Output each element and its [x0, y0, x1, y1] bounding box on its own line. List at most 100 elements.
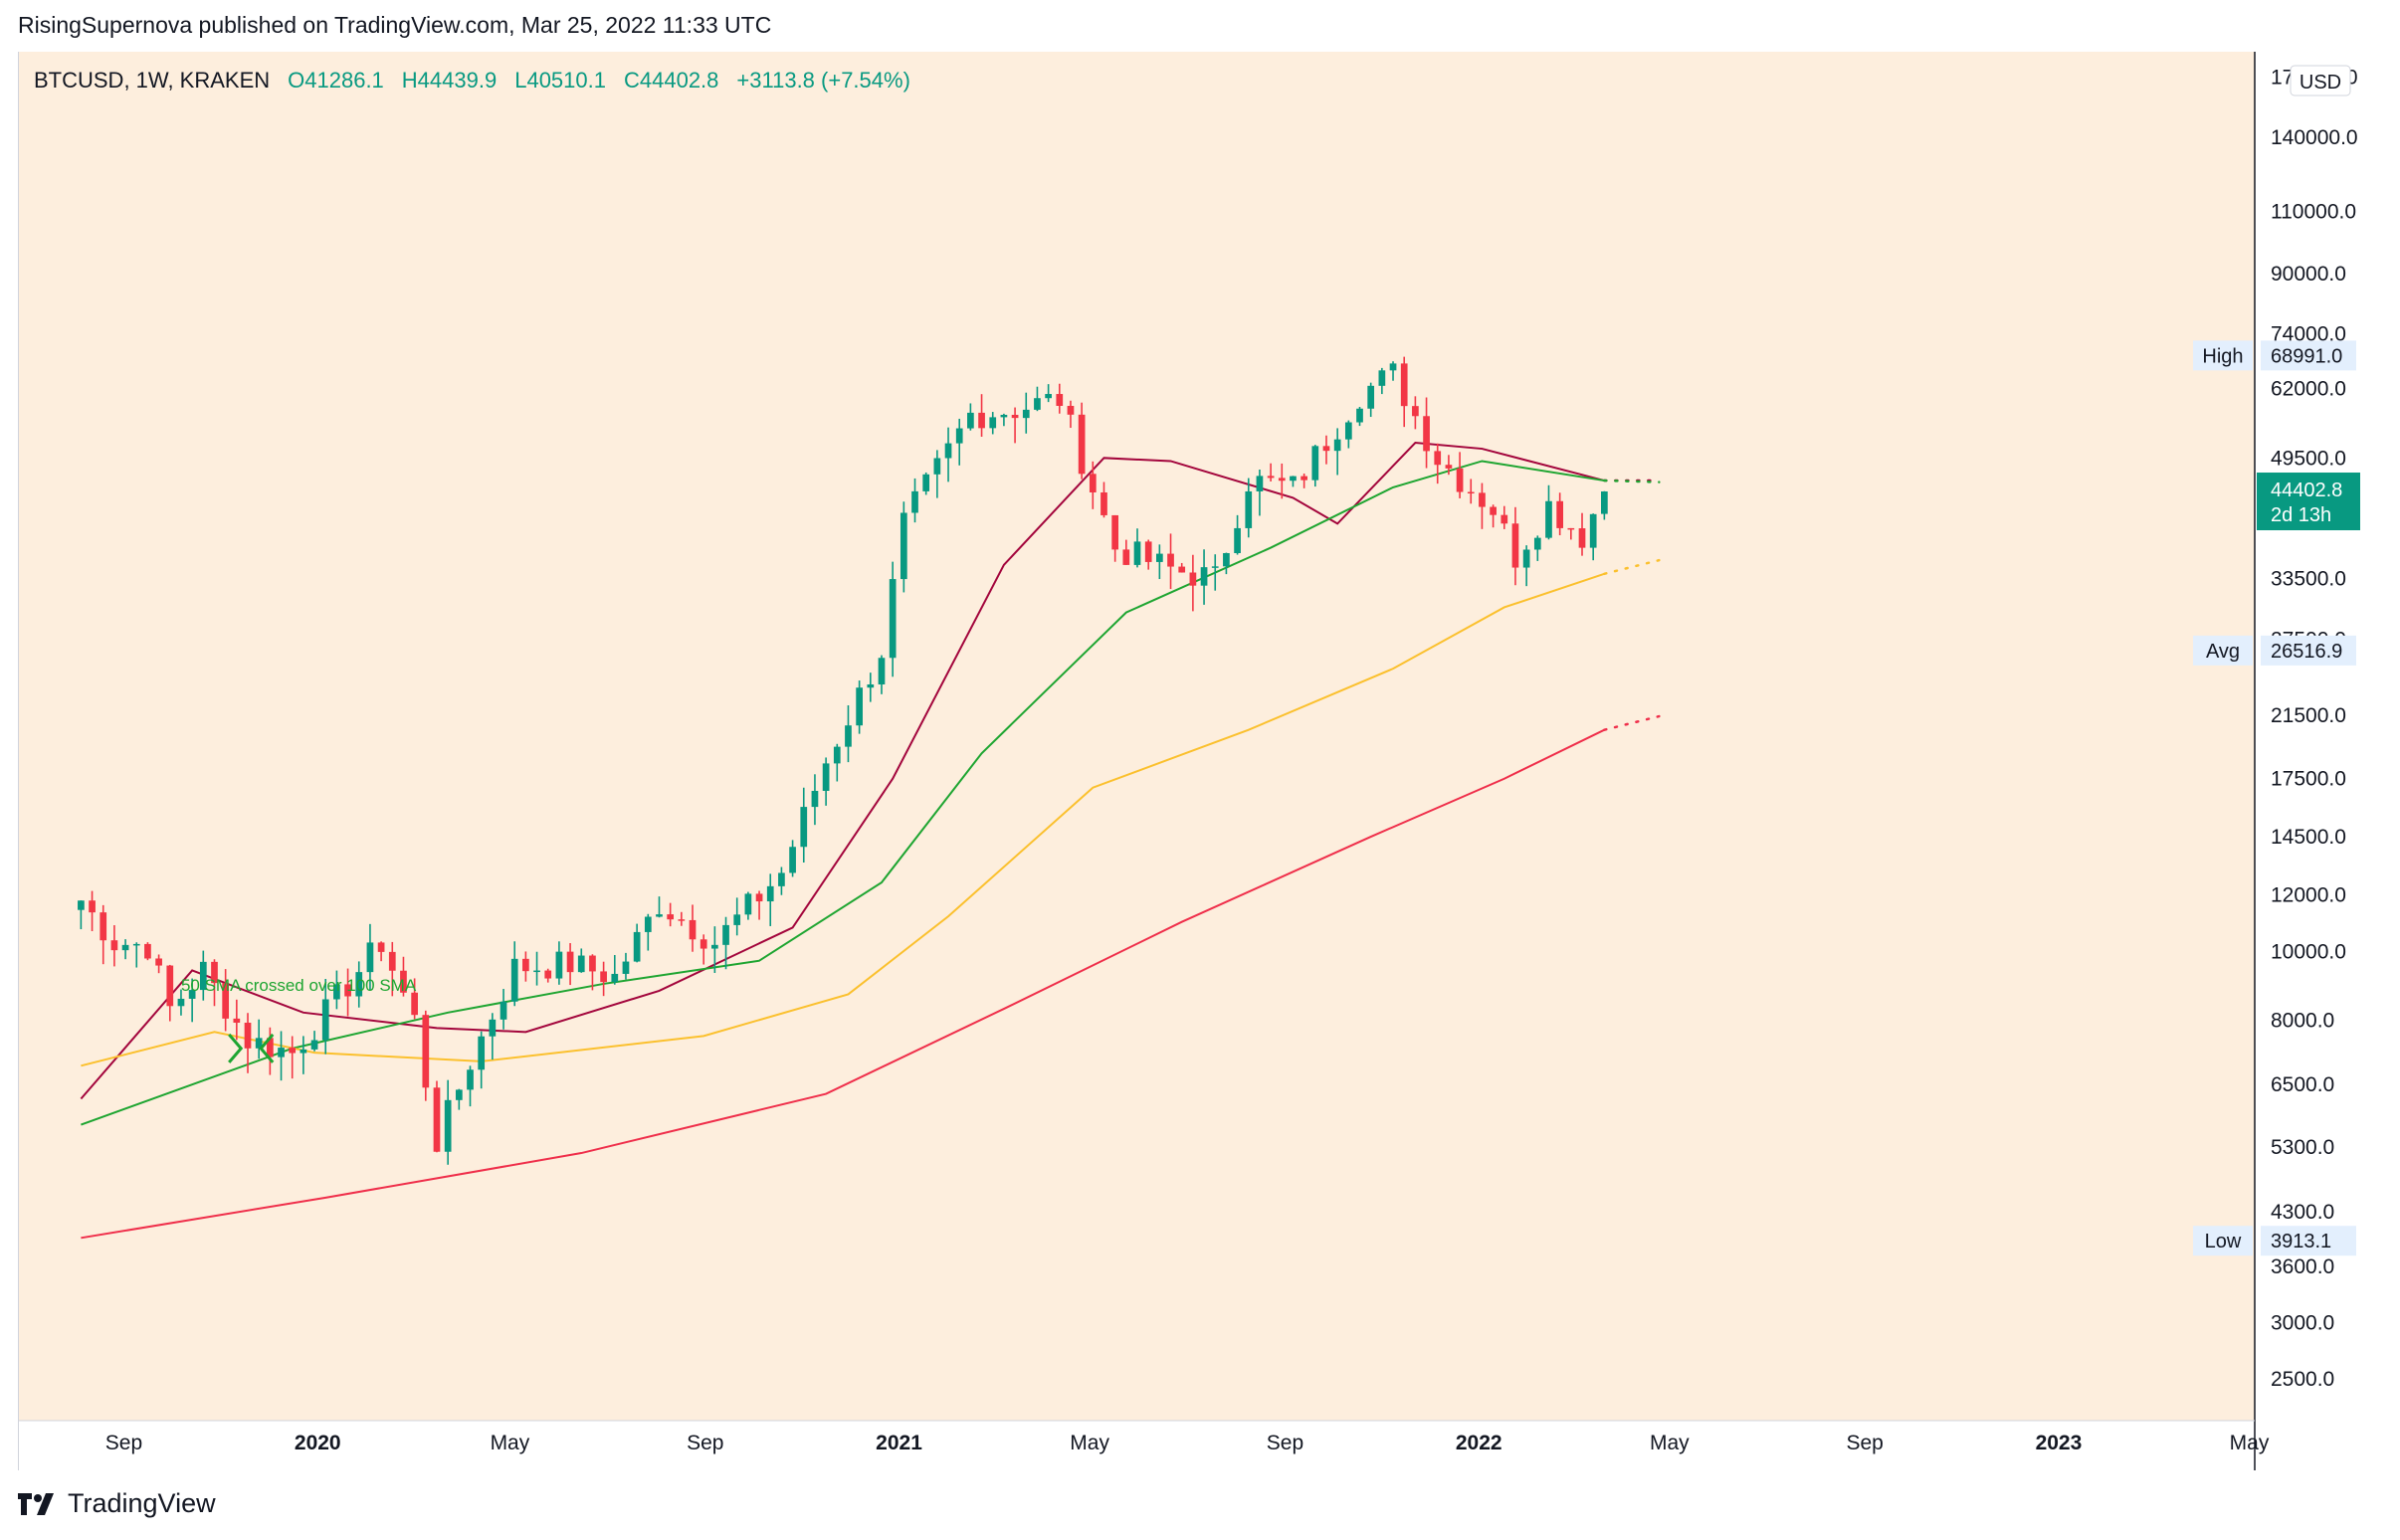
candle-body — [333, 984, 340, 1000]
low-tag-label: Low — [2205, 1231, 2242, 1252]
candle-body — [1223, 553, 1230, 567]
candle-body — [211, 961, 218, 984]
crossover-marker-icon — [228, 1033, 275, 1063]
candle-body — [166, 965, 174, 1007]
price-tick-label: 49500.0 — [2271, 447, 2346, 470]
candle-body — [755, 893, 763, 902]
candle-body — [555, 951, 563, 979]
candle-body — [1500, 514, 1508, 524]
legend-low: L40510.1 — [514, 68, 606, 93]
candle-body — [667, 914, 675, 920]
price-tick-label: 90000.0 — [2271, 263, 2346, 286]
candle-body — [1423, 416, 1430, 452]
candle-body — [989, 417, 997, 429]
candle-body — [1300, 476, 1307, 481]
candle-body — [1511, 523, 1519, 568]
candle-body — [856, 687, 863, 726]
candle-body — [78, 900, 85, 910]
candle-body — [1356, 408, 1363, 423]
candle-body — [1601, 491, 1608, 514]
price-tick-label: 10000.0 — [2271, 940, 2346, 963]
time-tick-label: Sep — [105, 1432, 142, 1454]
candle-body — [377, 942, 385, 952]
candle-body — [1545, 500, 1552, 538]
candle-body — [1311, 446, 1319, 481]
candle-body — [422, 1015, 430, 1088]
candle-body — [433, 1087, 441, 1152]
tradingview-brand: TradingView — [68, 1488, 216, 1518]
candle-body — [1122, 549, 1130, 565]
candle-body — [321, 999, 329, 1041]
sma-line-2 — [81, 460, 1605, 1126]
candle-body — [656, 914, 663, 917]
sma-line-3 — [81, 572, 1605, 1067]
candle-body — [933, 458, 941, 475]
candle-body — [633, 931, 641, 962]
high-value-box — [2261, 340, 2356, 371]
candle-body — [1189, 572, 1197, 586]
candle-body — [355, 972, 363, 997]
legend-high: H44439.9 — [401, 68, 498, 93]
candle-body — [267, 1038, 274, 1058]
low-tag-box — [2193, 1226, 2253, 1256]
candle-body — [800, 807, 808, 848]
currency-box[interactable] — [2290, 65, 2351, 96]
price-tick-label: 62000.0 — [2271, 377, 2346, 400]
candle-body — [700, 939, 707, 949]
price-tick-label: 33500.0 — [2271, 567, 2346, 590]
candle-body — [1234, 527, 1241, 554]
candle-body — [1011, 414, 1019, 419]
candle-body — [1578, 528, 1586, 548]
price-tick-label: 3600.0 — [2271, 1255, 2334, 1278]
candle-body — [644, 916, 652, 932]
candle-body — [522, 958, 529, 972]
candle-body — [967, 412, 974, 429]
candle-body — [822, 763, 830, 791]
low-value-box — [2261, 1226, 2356, 1256]
candle-body — [300, 1049, 307, 1054]
time-tick-label: 2021 — [876, 1432, 922, 1454]
candle-body — [689, 919, 697, 940]
candle-body — [388, 951, 396, 971]
avg-value-box — [2261, 635, 2356, 666]
candle-body — [1056, 394, 1064, 406]
candle-body — [255, 1038, 263, 1049]
candle-body — [789, 847, 796, 873]
avg-tag-label: Avg — [2206, 641, 2240, 663]
candle-body — [1078, 414, 1086, 475]
high-tag-box — [2193, 340, 2253, 371]
candle-body — [1144, 541, 1152, 562]
price-tick-label: 6500.0 — [2271, 1073, 2334, 1096]
high-value-label: 68991.0 — [2271, 345, 2342, 367]
candle-body — [833, 746, 841, 764]
publisher-header: RisingSupernova published on TradingView… — [18, 12, 772, 38]
candle-body — [611, 973, 619, 983]
price-tick-label: 17500.0 — [2271, 768, 2346, 791]
candle-body — [289, 1048, 297, 1054]
time-tick-label: May — [1650, 1432, 1690, 1454]
low-value-label: 3913.1 — [2271, 1231, 2331, 1252]
time-tick-label: Sep — [1267, 1432, 1303, 1454]
avg-value-label: 26516.9 — [2271, 641, 2342, 663]
time-axis-background — [19, 1421, 2255, 1470]
candle-body — [1278, 478, 1286, 481]
candle-body — [489, 1019, 497, 1037]
candle-body — [1200, 567, 1208, 586]
tradingview-logo[interactable]: TradingView — [18, 1488, 216, 1519]
high-tag-label: High — [2202, 345, 2243, 367]
candle-body — [400, 970, 407, 993]
time-tick-label: May — [491, 1432, 530, 1454]
candle-body — [766, 885, 774, 902]
candle-body — [199, 961, 207, 991]
candle-body — [1333, 439, 1341, 452]
candle-body — [1490, 506, 1497, 515]
candle-body — [222, 983, 230, 1019]
countdown-label: 2d 13h — [2271, 504, 2331, 526]
candle-body — [510, 958, 518, 1002]
candle-body — [845, 725, 852, 747]
candle-body — [733, 914, 741, 925]
candle-body — [177, 998, 185, 1007]
candle-body — [1412, 406, 1419, 417]
candle-body — [411, 992, 418, 1016]
